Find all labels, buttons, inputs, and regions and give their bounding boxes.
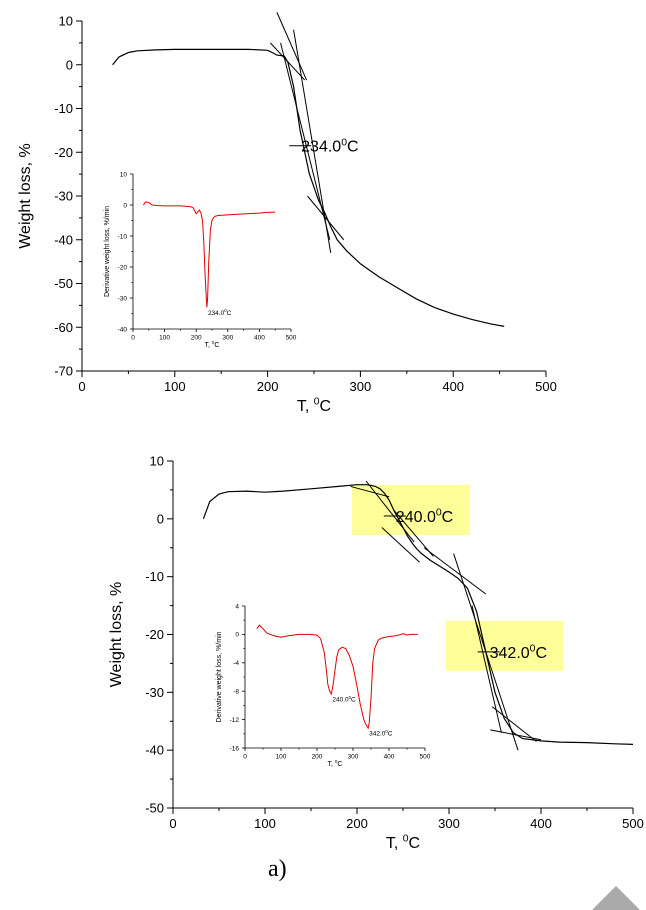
chart-2-inset-plot: 0 100 200 300 400 500 4 0 -4 -8 -12 -16 T, 0C Derivat… xyxy=(216,603,431,768)
chart-1-x-tick-label: 0 xyxy=(78,379,85,394)
chart-1-annotation-label: 234.00C xyxy=(301,137,358,155)
chart-1-y-tick-label: 10 xyxy=(59,14,73,29)
corner-triangle-icon xyxy=(592,886,640,910)
figure-caption: a) xyxy=(268,856,287,882)
chart-2-tangent-line xyxy=(491,706,537,742)
chart-1-inset-annotation-label: 234.00C xyxy=(208,308,232,317)
chart-2-tangent-line xyxy=(350,485,390,498)
chart-2-tangent-line xyxy=(365,480,415,543)
chart-2-x-tick-label: 400 xyxy=(530,816,552,831)
chart-2-y-axis-label: Weight loss, % xyxy=(108,582,125,688)
chart-1-tangent-line xyxy=(276,12,308,81)
chart-1-inset-y-tick-label: -10 xyxy=(118,233,128,240)
chart-1-y-tick-label: 0 xyxy=(66,57,73,72)
chart-1-inset-y-tick-label: 10 xyxy=(120,171,128,178)
chart-1-x-tick-label: 500 xyxy=(535,379,557,394)
chart-2-annotation-highlight xyxy=(351,484,470,535)
chart-1-x-tick-label: 100 xyxy=(164,379,186,394)
chart-1-y-tick-label: -10 xyxy=(54,101,73,116)
chart-1-x-tick-label: 400 xyxy=(442,379,464,394)
chart-1-y-tick-label: -60 xyxy=(54,320,73,335)
chart-2-tangent-line xyxy=(393,509,434,557)
chart-2-inset-annotation-label: 342.00C xyxy=(369,729,393,738)
chart-2-inset-x-tick-label: 200 xyxy=(312,754,323,761)
chart-1-inset-y-tick-label: -40 xyxy=(118,326,128,333)
chart-2-tangent-line xyxy=(381,527,420,563)
chart-1-inset-x-tick-label: 200 xyxy=(191,335,202,342)
chart-1-y-tick-label: -40 xyxy=(54,232,73,247)
chart-2-y-tick-label: -30 xyxy=(145,685,164,700)
chart-1-inset-y-axis-label: Derivative weight loss, %/min xyxy=(104,206,111,297)
chart-1-series-line xyxy=(112,48,505,327)
chart-2-inset-x-tick-label: 300 xyxy=(348,754,359,761)
chart-1-inset-y-tick-label: -30 xyxy=(118,295,128,302)
chart-1-y-tick-label: -50 xyxy=(54,276,73,291)
chart-1-y-axis-label: Weight loss, % xyxy=(17,143,34,249)
chart-2-annotation-label: 342.00C xyxy=(490,643,547,661)
chart-1-inset-y-tick-label: -20 xyxy=(118,264,128,271)
chart-1-tangent-line xyxy=(293,29,332,253)
chart-1-y-tick-label: -20 xyxy=(54,145,73,160)
chart-1-plot: 0 100 200 300 400 500100-10-20-30-40-50-60-70… xyxy=(17,12,557,415)
chart-2-annotation-highlight xyxy=(445,620,564,671)
chart-2-y-tick-label: 0 xyxy=(157,511,164,526)
chart-2-x-tick-label: 100 xyxy=(254,816,276,831)
chart-2-inset-annotation-label: 240.00C xyxy=(332,695,356,704)
chart-2-x-tick-label: 500 xyxy=(622,816,644,831)
chart-2-inset-y-tick-label: -12 xyxy=(230,717,240,724)
chart-2-y-tick-label: -10 xyxy=(145,569,164,584)
chart-2-x-axis-label: T, 0C xyxy=(386,834,420,852)
chart-2-inset-series-line xyxy=(256,624,418,730)
chart-1-inset-x-tick-label: 400 xyxy=(254,335,265,342)
chart-1-tangent-line xyxy=(307,195,345,241)
chart-2-y-tick-label: -20 xyxy=(145,627,164,642)
chart-2-inset-x-axis-label: T, 0C xyxy=(328,759,343,768)
chart-2-inset-x-tick-label: 100 xyxy=(276,754,287,761)
chart-1-y-tick-label: -30 xyxy=(54,189,73,204)
chart-1-x-tick-label: 300 xyxy=(350,379,372,394)
chart-1-inset-x-tick-label: 300 xyxy=(222,335,233,342)
chart-2-inset-y-tick-label: -8 xyxy=(233,688,239,695)
chart-2-inset-y-tick-label: -16 xyxy=(230,745,240,752)
chart-2-y-tick-label: 10 xyxy=(150,454,164,469)
chart-2-x-tick-label: 200 xyxy=(346,816,368,831)
chart-2-inset-y-tick-label: 4 xyxy=(235,603,239,610)
chart-1-inset-x-axis-label: T, 0C xyxy=(205,340,220,349)
chart-1-inset-x-tick-label: 500 xyxy=(286,335,297,342)
chart-1-inset-x-tick-label: 0 xyxy=(131,335,135,342)
chart-2-y-tick-label: -50 xyxy=(145,801,164,816)
chart-2-inset-y-axis-label: Derivative weight loss, %/min xyxy=(216,631,223,722)
chart-1-inset-series-line xyxy=(142,201,276,308)
chart-1-inset-x-tick-label: 100 xyxy=(159,335,170,342)
chart-2-inset-x-tick-label: 500 xyxy=(420,754,431,761)
chart-2-inset-y-tick-label: -4 xyxy=(233,660,239,667)
chart-1-inset-y-tick-label: 0 xyxy=(123,202,127,209)
chart-1-y-tick-label: -70 xyxy=(54,364,73,379)
chart-2-annotation-label: 240.00C xyxy=(396,508,453,526)
chart-2-inset-x-tick-label: 400 xyxy=(384,754,395,761)
chart-2-inset-x-tick-label: 0 xyxy=(243,754,247,761)
chart-2-y-tick-label: -40 xyxy=(145,743,164,758)
chart-2-x-tick-label: 0 xyxy=(169,816,176,831)
chart-2-series-line xyxy=(202,484,634,745)
chart-2-x-tick-label: 300 xyxy=(438,816,460,831)
chart-1-x-tick-label: 200 xyxy=(257,379,279,394)
chart-2-tangent-line xyxy=(471,605,502,733)
chart-2-inset-y-tick-label: 0 xyxy=(235,632,239,639)
chart-2-tangent-line xyxy=(423,547,487,595)
chart-1-x-axis-label: T, 0C xyxy=(297,397,331,415)
